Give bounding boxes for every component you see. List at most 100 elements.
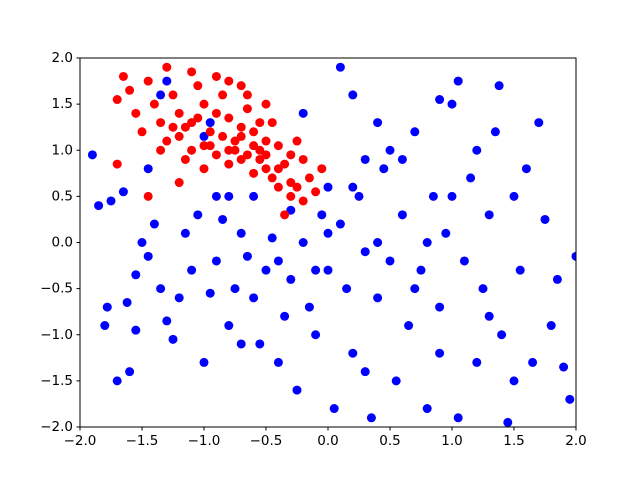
point [286,178,296,188]
point [373,293,383,303]
point [317,210,327,220]
point [211,71,221,81]
point [298,154,308,164]
point [292,136,302,146]
point [193,113,203,123]
y-tick-label: 1.0 [52,142,73,158]
point [193,210,203,220]
point [552,274,562,284]
point [249,168,259,178]
point [199,131,209,141]
point [410,127,420,137]
point [286,205,296,215]
point [162,62,172,72]
y-tick-label: 0.0 [52,235,73,251]
point [249,127,259,137]
x-tick-label: −2.0 [64,433,97,449]
point [242,104,252,114]
point [255,145,265,155]
x-tick-label: 0.0 [317,433,338,449]
point [193,81,203,91]
point [131,108,141,118]
point [428,191,438,201]
point [218,90,228,100]
point [137,238,147,247]
point [348,348,358,358]
y-tick-label: −2.0 [40,419,73,435]
point [143,76,153,86]
point [323,182,333,192]
point [205,118,215,128]
point [304,173,314,183]
point [249,141,259,151]
point [205,288,215,298]
x-tick-label: 1.0 [441,433,462,449]
point [224,321,234,331]
point [249,293,259,303]
point [565,394,575,404]
y-tick-label: −1.5 [40,373,73,389]
point [503,417,513,427]
point [156,118,166,128]
point [360,154,370,164]
point [224,145,234,155]
point [273,182,283,192]
point [261,150,271,160]
point [224,159,234,169]
point [224,191,234,201]
point [267,173,277,183]
point [112,159,122,169]
point [273,164,283,174]
point [236,228,246,238]
point [242,150,252,160]
point [422,404,432,414]
point [273,357,283,367]
point [267,118,277,128]
y-tick-label: −0.5 [40,281,73,297]
point [286,274,296,284]
x-tick-label: −1.0 [188,433,221,449]
point [255,339,265,349]
point [404,321,414,331]
point [143,164,153,174]
point [348,90,358,100]
point [292,182,302,192]
point [218,214,228,224]
point [366,413,376,423]
point [224,76,234,86]
point [453,413,463,423]
point [521,164,531,174]
point [534,118,544,128]
point [94,201,104,211]
point [298,108,308,118]
point [261,164,271,174]
point [490,127,500,137]
x-tick-label: 2.0 [565,433,586,449]
point [515,265,525,275]
point [249,191,259,201]
point [131,270,141,280]
point [255,154,265,164]
point [385,145,395,155]
point [187,67,197,77]
point [199,99,209,109]
point [205,127,215,137]
point [559,362,569,372]
point [255,118,265,128]
point [416,265,426,275]
point [317,164,327,174]
y-tick-label: −1.0 [40,327,73,343]
point [112,95,122,105]
point [187,118,197,128]
point [236,81,246,91]
point [447,191,457,201]
point [273,141,283,151]
point [323,228,333,238]
point [242,90,252,100]
point [87,150,97,160]
point [218,131,228,141]
point [137,127,147,137]
y-tick-label: 1.5 [52,96,73,112]
point [174,178,184,188]
point [472,145,482,155]
